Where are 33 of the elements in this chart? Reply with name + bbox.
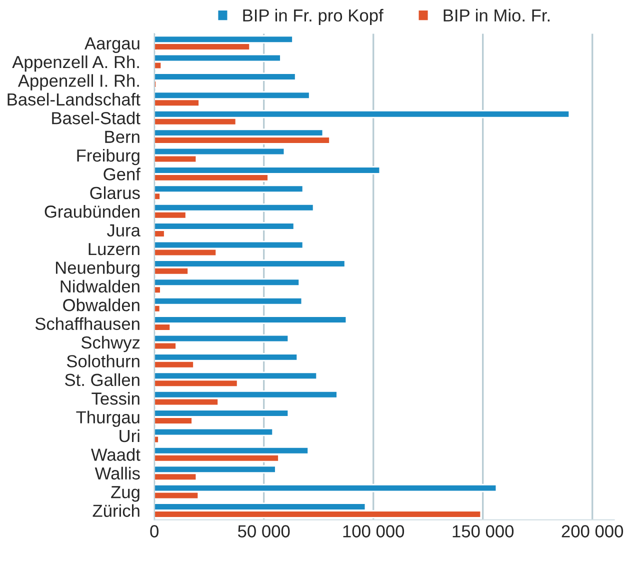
y-tick-label: Basel-Landschaft (8, 92, 140, 106)
y-tick-label: Glarus (90, 186, 140, 200)
y-tick-label: Solothurn (66, 354, 140, 368)
y-tick-label: Zürich (92, 504, 140, 517)
y-tick-label: Appenzell A. Rh. (12, 55, 139, 72)
y-tick-label: Schwyz (81, 336, 140, 352)
x-tick-label: 150 000 (452, 525, 514, 538)
y-tick-label: Graubünden (44, 205, 140, 218)
y-tick-label: Uri (120, 429, 140, 442)
y-tick-label: Neuenburg (56, 261, 140, 278)
legend-label: BIP in Mio. Fr. (444, 8, 550, 22)
y-tick-label: Schaffhausen (35, 317, 140, 330)
y-tick-label: Freiburg (77, 148, 140, 166)
legend-label: BIP in Fr. pro Kopf (243, 8, 384, 26)
y-tick-label: Zug (111, 486, 140, 502)
y-tick-label: Aargau (84, 37, 140, 53)
y-tick-label: Genf (104, 168, 140, 180)
y-tick-label: Luzern (88, 243, 140, 256)
y-tick-label: Bern (105, 130, 140, 144)
y-tick-label: Obwalden (63, 298, 140, 312)
x-tick-label: 0 (150, 525, 158, 538)
x-tick-label: 200 000 (562, 525, 624, 538)
y-tick-label: Basel-Stadt (52, 112, 140, 124)
y-tick-label: Tessin (92, 392, 140, 405)
y-tick-label: Nidwalden (60, 280, 140, 293)
y-tick-label: Appenzell I. Rh. (18, 74, 139, 90)
y-tick-label: Jura (106, 224, 140, 237)
x-tick-label: 50 000 (238, 525, 290, 538)
y-tick-label: St. Gallen (65, 373, 140, 386)
y-tick-label: Wallis (94, 466, 140, 480)
x-tick-label: 100 000 (343, 525, 404, 538)
y-tick-label: Thurgau (76, 410, 140, 427)
y-tick-label: Waadt (91, 448, 140, 461)
